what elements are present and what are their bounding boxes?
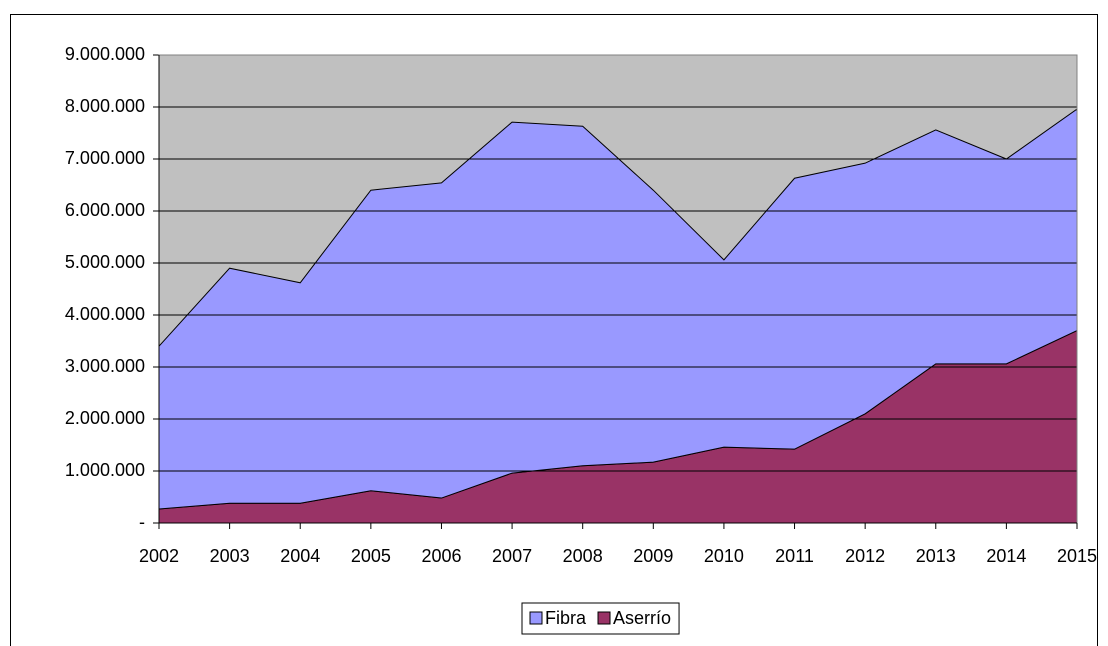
x-tick-label: 2013 <box>916 546 956 566</box>
y-tick-label: 9.000.000 <box>65 44 145 64</box>
x-tick-label: 2005 <box>351 546 391 566</box>
chart-frame <box>10 14 1098 646</box>
x-tick-label: 2003 <box>210 546 250 566</box>
y-tick-label: 4.000.000 <box>65 304 145 324</box>
x-tick-label: 2012 <box>845 546 885 566</box>
y-tick-label: 3.000.000 <box>65 356 145 376</box>
y-tick-label: 7.000.000 <box>65 148 145 168</box>
legend-swatch <box>597 611 611 625</box>
y-tick-label: 8.000.000 <box>65 96 145 116</box>
x-tick-label: 2008 <box>563 546 603 566</box>
y-tick-label: - <box>139 512 145 532</box>
x-tick-label: 2007 <box>492 546 532 566</box>
legend-label: Fibra <box>545 608 587 628</box>
y-tick-label: 2.000.000 <box>65 408 145 428</box>
x-tick-label: 2014 <box>986 546 1026 566</box>
x-tick-label: 2002 <box>139 546 179 566</box>
y-tick-label: 5.000.000 <box>65 252 145 272</box>
x-tick-label: 2009 <box>633 546 673 566</box>
legend-swatch <box>529 611 543 625</box>
x-tick-label: 2010 <box>704 546 744 566</box>
y-tick-label: 1.000.000 <box>65 460 145 480</box>
x-tick-label: 2015 <box>1057 546 1097 566</box>
legend-label: Aserrío <box>613 608 671 628</box>
x-tick-label: 2011 <box>775 546 814 566</box>
x-tick-label: 2004 <box>280 546 320 566</box>
y-tick-label: 6.000.000 <box>65 200 145 220</box>
x-tick-label: 2006 <box>421 546 461 566</box>
